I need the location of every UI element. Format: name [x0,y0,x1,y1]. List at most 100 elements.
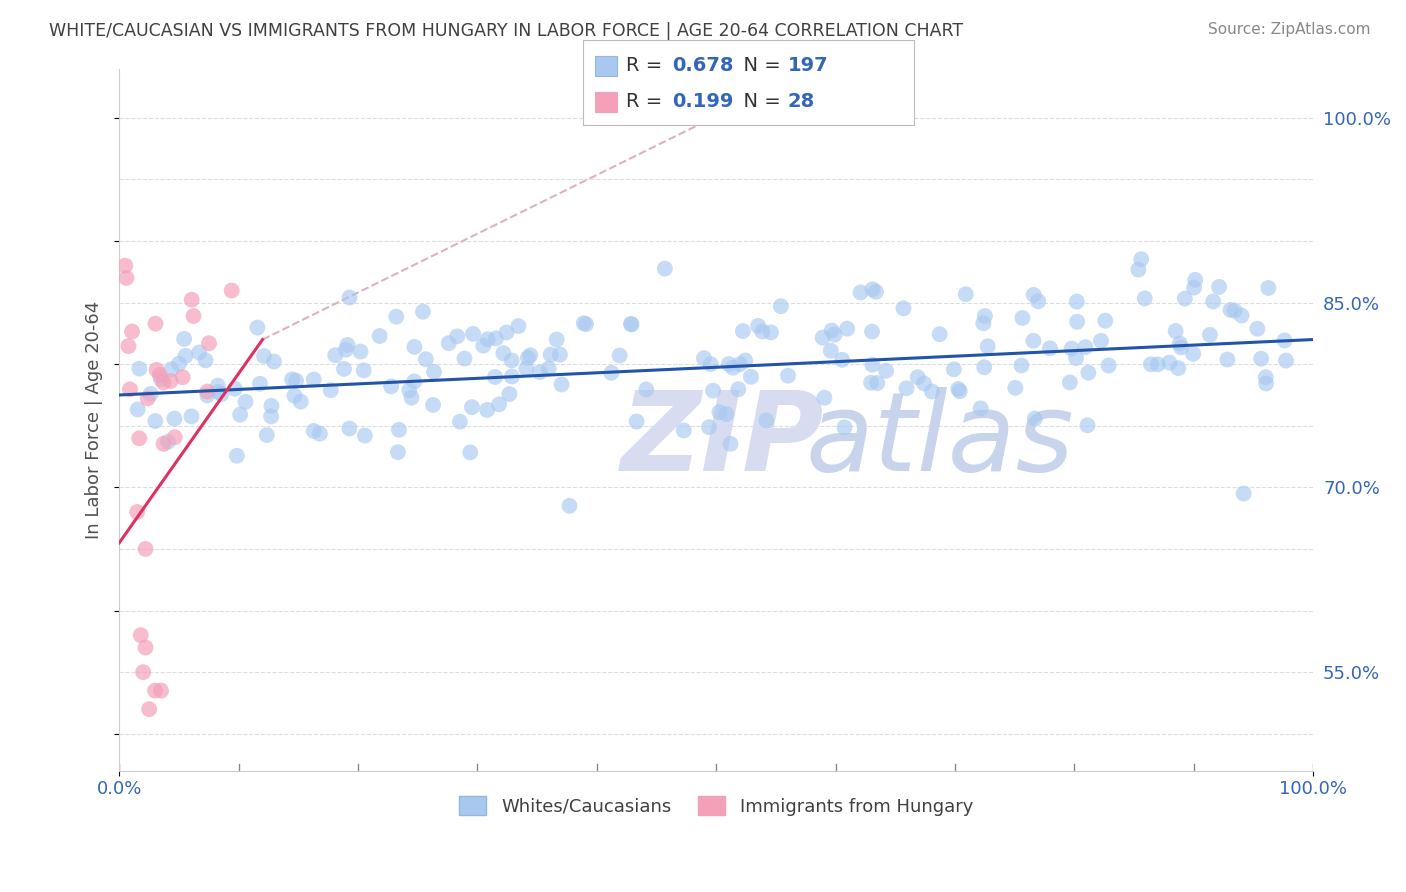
Point [751,325,773,339]
Point [495,326,517,340]
Point [837,321,859,335]
Point [831,352,853,367]
Point [143,683,166,698]
Point [720,437,742,451]
Point [860,376,883,390]
Point [195,388,218,402]
Point [156,434,179,449]
Point [412,304,434,318]
Point [717,357,740,371]
Point [498,387,520,401]
Text: ZIP: ZIP [621,387,824,494]
Y-axis label: In Labor Force | Age 20-64: In Labor Force | Age 20-64 [86,301,103,539]
Point [896,381,918,395]
Point [702,384,724,398]
Point [974,309,997,323]
Point [1146,358,1168,372]
Point [260,399,283,413]
Point [336,338,359,352]
Point [472,339,495,353]
Point [697,420,720,434]
Point [860,358,883,372]
Point [150,683,173,698]
Point [477,332,499,346]
Point [172,370,194,384]
Point [353,363,375,377]
Point [1128,262,1150,277]
Point [335,343,357,357]
Point [1077,366,1099,380]
Point [1219,302,1241,317]
Point [461,400,484,414]
Point [558,499,581,513]
Text: R =: R = [626,56,668,75]
Text: 28: 28 [787,92,814,111]
Point [353,428,375,442]
Point [132,665,155,680]
Point [672,424,695,438]
Point [387,445,409,459]
Point [977,339,1000,353]
Point [339,291,361,305]
Point [207,384,229,399]
Point [302,424,325,438]
Point [862,282,884,296]
Point [246,320,269,334]
Point [256,428,278,442]
Text: 0.678: 0.678 [672,56,734,75]
Point [865,285,887,299]
Text: WHITE/CAUCASIAN VS IMMIGRANTS FROM HUNGARY IN LABOR FORCE | AGE 20-64 CORRELATIO: WHITE/CAUCASIAN VS IMMIGRANTS FROM HUNGA… [49,22,963,40]
Point [149,372,172,386]
Point [969,401,991,416]
Point [1254,370,1277,384]
Point [626,415,648,429]
Point [1097,359,1119,373]
Point [398,384,420,398]
Point [1022,334,1045,348]
Point [1182,347,1205,361]
Point [135,541,157,556]
Point [821,324,844,338]
Point [1202,294,1225,309]
Point [1064,351,1087,365]
Point [1140,357,1163,371]
Point [339,421,361,435]
Point [1216,352,1239,367]
Point [263,354,285,368]
Point [221,284,243,298]
Point [955,287,977,301]
Point [1233,486,1256,500]
Point [195,384,218,399]
Point [721,360,744,375]
Text: R =: R = [626,92,668,111]
Point [866,376,889,390]
Point [160,362,183,376]
Point [824,327,846,342]
Point [921,384,943,399]
Point [149,368,172,382]
Point [849,285,872,300]
Point [740,369,762,384]
Point [380,379,402,393]
Point [1170,341,1192,355]
Point [127,402,149,417]
Point [811,331,834,345]
Point [1223,303,1246,318]
Point [139,387,162,401]
Point [290,394,312,409]
Point [1022,288,1045,302]
Point [117,339,139,353]
Point [302,372,325,386]
Point [404,340,426,354]
Point [1133,292,1156,306]
Point [163,411,186,425]
Point [731,324,754,338]
Point [546,333,568,347]
Point [699,357,721,371]
Point [174,349,197,363]
Point [1026,294,1049,309]
Point [461,326,484,341]
Point [1159,356,1181,370]
Point [163,430,186,444]
Point [477,403,499,417]
